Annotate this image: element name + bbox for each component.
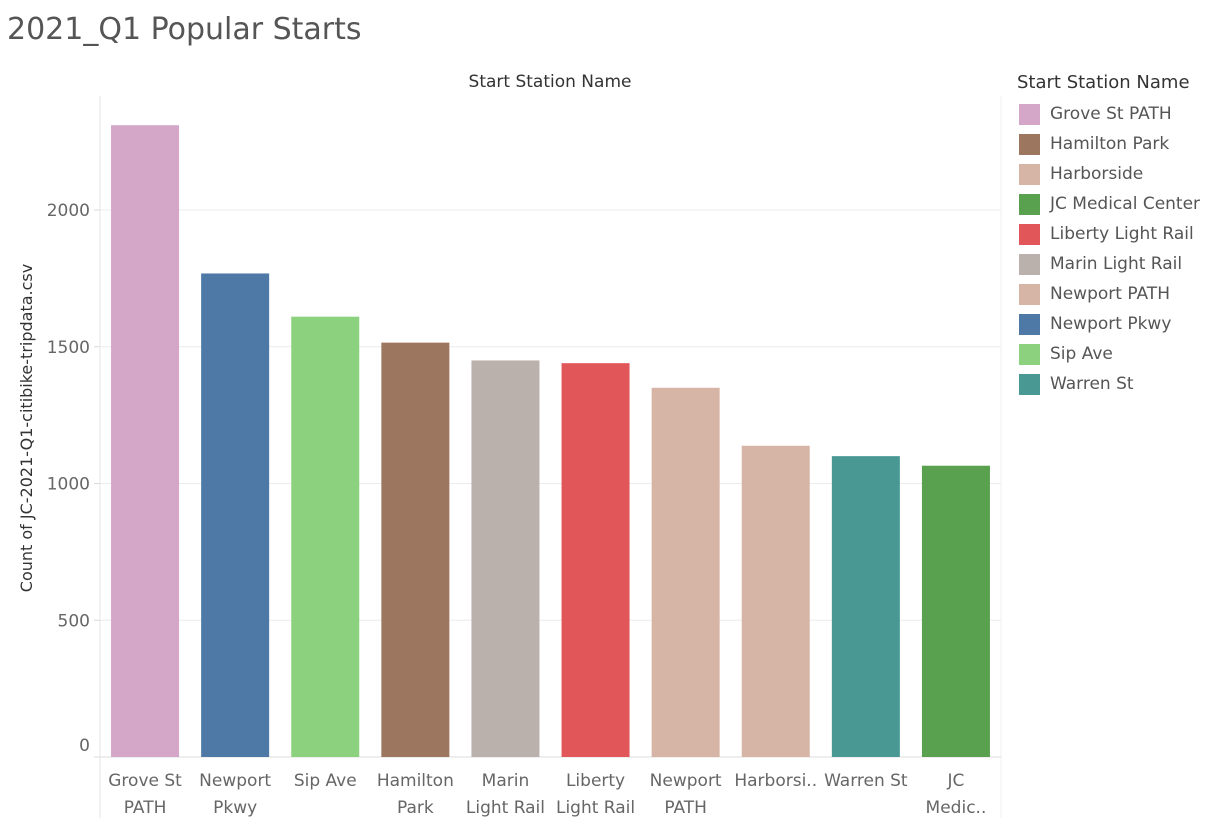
y-axis-ticks: 0 500 1000 1500 2000 — [47, 201, 100, 758]
y-tick-label: 500 — [58, 611, 90, 631]
x-tick-label: Light Rail — [556, 798, 635, 818]
legend-label: Hamilton Park — [1050, 134, 1170, 154]
x-tick-label: PATH — [124, 798, 167, 818]
legend-item[interactable]: Liberty Light Rail — [1017, 219, 1222, 249]
bar-chart: Grove St PATH Newport Pkwy Sip Ave Hamilton… — [17, 72, 1002, 818]
legend-label: Newport Pkwy — [1050, 314, 1172, 334]
legend-swatch — [1019, 253, 1040, 275]
x-tick-label: Hamilton — [377, 771, 454, 791]
legend-label: Warren St — [1050, 374, 1134, 394]
legend-swatch — [1019, 283, 1040, 305]
x-tick-label: Sip Ave — [294, 771, 357, 791]
bar[interactable]: Grove St PATH — [111, 125, 180, 758]
legend: Start Station Name Grove St PATH Hamilto… — [1017, 72, 1222, 399]
legend-swatch — [1019, 223, 1040, 245]
chart-title: 2021_Q1 Popular Starts — [7, 12, 362, 47]
x-tick-label: JC — [947, 771, 965, 791]
x-tick-label: Light Rail — [466, 798, 545, 818]
bar[interactable]: Hamilton Park — [381, 342, 450, 757]
legend-label: Newport PATH — [1050, 284, 1170, 304]
column-header: Start Station Name — [469, 72, 632, 92]
legend-item[interactable]: Marin Light Rail — [1017, 249, 1222, 279]
bar[interactable]: Warren St — [831, 456, 900, 757]
x-tick-label: Newport — [199, 771, 271, 791]
x-axis-ticks: Grove St PATH Newport Pkwy Sip Ave Hamilton Pa… — [108, 771, 986, 818]
y-tick-label: 1500 — [47, 338, 90, 358]
x-tick-label: Newport — [650, 771, 722, 791]
x-tick-label: Medic.. — [926, 798, 987, 818]
y-tick-label: 2000 — [47, 201, 90, 221]
y-axis-label: Count of JC-2021-Q1-citibike-tripdata.cs… — [17, 264, 36, 592]
legend-swatch — [1019, 373, 1040, 395]
x-tick-label: Grove St — [108, 771, 182, 791]
x-tick-label: PATH — [664, 798, 707, 818]
legend-item[interactable]: Hamilton Park — [1017, 129, 1222, 159]
legend-title: Start Station Name — [1017, 72, 1190, 93]
bar[interactable]: Harborside — [741, 445, 810, 757]
x-tick-label: Marin — [482, 771, 530, 791]
legend-label: Harborside — [1050, 164, 1144, 184]
x-tick-label: Harborsi.. — [734, 771, 817, 791]
x-tick-label: Warren St — [824, 771, 908, 791]
legend-label: Marin Light Rail — [1050, 254, 1183, 274]
legend-label: Sip Ave — [1050, 344, 1113, 364]
legend-items: Grove St PATH Hamilton Park Harborside J… — [1017, 99, 1222, 399]
legend-swatch — [1019, 193, 1040, 215]
legend-label: Grove St PATH — [1050, 104, 1172, 124]
legend-label: Liberty Light Rail — [1050, 224, 1194, 244]
legend-swatch — [1019, 103, 1040, 125]
bar[interactable]: Sip Ave — [291, 316, 360, 757]
y-tick-label: 0 — [79, 736, 90, 756]
legend-swatch — [1019, 343, 1040, 365]
y-tick-label: 1000 — [47, 475, 90, 495]
legend-item[interactable]: Harborside — [1017, 159, 1222, 189]
legend-label: JC Medical Center — [1050, 194, 1201, 214]
legend-item[interactable]: Warren St — [1017, 369, 1222, 399]
legend-item[interactable]: Sip Ave — [1017, 339, 1222, 369]
x-tick-label: Park — [397, 798, 434, 818]
legend-item[interactable]: JC Medical Center — [1017, 189, 1222, 219]
legend-swatch — [1019, 163, 1040, 185]
bar[interactable]: Marin Light Rail — [471, 360, 540, 757]
legend-item[interactable]: Newport Pkwy — [1017, 309, 1222, 339]
x-tick-label: Liberty — [566, 771, 625, 791]
bar[interactable]: JC Medical Center — [921, 465, 990, 757]
legend-item[interactable]: Grove St PATH — [1017, 99, 1222, 129]
bars: Grove St PATH Newport Pkwy Sip Ave Hamilton… — [111, 125, 990, 758]
legend-swatch — [1019, 313, 1040, 335]
legend-swatch — [1019, 133, 1040, 155]
bar[interactable]: Newport Pkwy — [201, 273, 270, 757]
bar[interactable]: Liberty Light Rail — [561, 363, 630, 757]
legend-item[interactable]: Newport PATH — [1017, 279, 1222, 309]
x-tick-label: Pkwy — [213, 798, 257, 818]
bar[interactable]: Newport PATH — [651, 387, 720, 757]
